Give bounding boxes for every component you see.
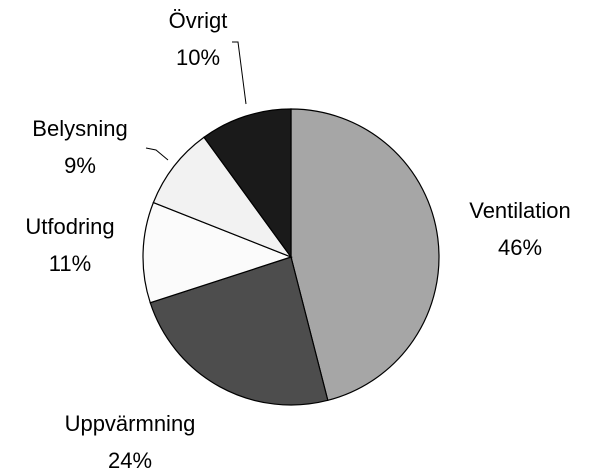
slice-label: Övrigt xyxy=(169,8,228,33)
leader-line xyxy=(232,41,247,105)
slice-value-label: 46% xyxy=(498,235,542,260)
pie-slice xyxy=(290,108,440,402)
pie-slice xyxy=(152,136,293,259)
slice-label: Uppvärmning xyxy=(65,411,196,436)
slice-label: Ventilation xyxy=(469,198,571,223)
slice-value-label: 9% xyxy=(64,153,96,178)
pie-slice xyxy=(203,108,292,259)
pie-slice xyxy=(142,201,293,304)
slice-label: Belysning xyxy=(32,116,127,141)
leader-lines xyxy=(145,41,247,161)
pie-slice xyxy=(149,256,329,406)
slice-value-label: 11% xyxy=(49,251,91,276)
leader-line xyxy=(145,147,169,161)
slice-value-label: 24% xyxy=(108,448,152,473)
slice-value-label: 10% xyxy=(176,45,220,70)
slice-label: Utfodring xyxy=(25,214,114,239)
